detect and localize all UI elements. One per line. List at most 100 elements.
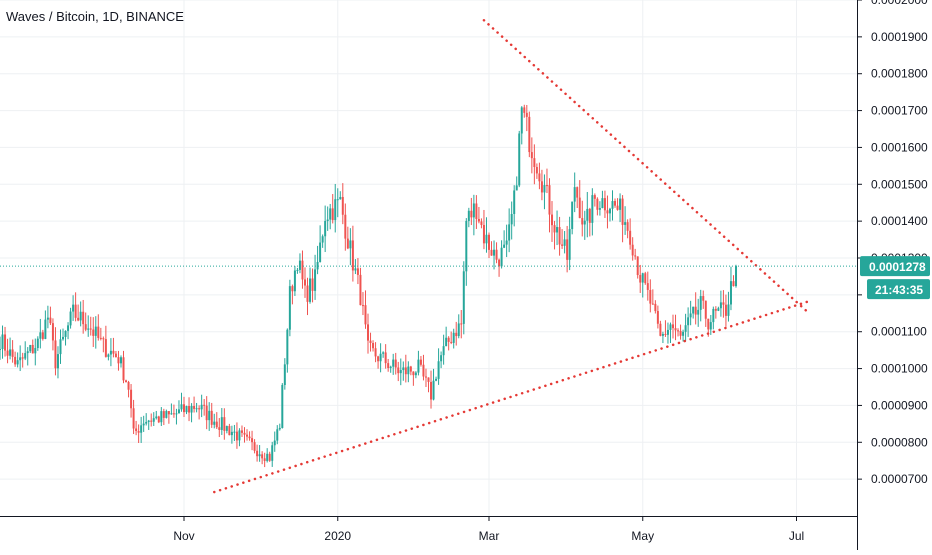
candle (480, 218, 483, 229)
candle-body (669, 324, 672, 330)
candle (430, 370, 433, 409)
candle (24, 341, 27, 361)
candle (538, 162, 541, 190)
candle-body (614, 201, 617, 206)
candle (712, 306, 715, 330)
candle (97, 314, 100, 341)
candle (503, 230, 506, 249)
candle (465, 218, 468, 286)
candle-body (593, 195, 596, 199)
candle (69, 307, 72, 329)
candle (165, 409, 168, 419)
candle-body (172, 413, 175, 415)
candle (611, 190, 614, 221)
candle-body (435, 378, 438, 381)
candle-body (424, 376, 427, 378)
candle (0, 336, 1, 360)
candle-body (215, 421, 218, 428)
candle-body (195, 408, 198, 410)
candle (92, 317, 95, 347)
candle-body (266, 453, 269, 461)
candle (608, 207, 611, 222)
candle-body (409, 366, 412, 372)
symbol-title: Waves / Bitcoin, 1D, BINANCE (6, 9, 184, 24)
candle-body (0, 349, 1, 351)
candle (692, 306, 695, 319)
candle (699, 289, 702, 322)
candle-body (477, 218, 480, 222)
candle-body (293, 270, 296, 292)
candle (551, 201, 554, 242)
candle (515, 176, 518, 191)
candle-body (162, 411, 165, 418)
candle-body (218, 427, 221, 430)
y-tick-label: 0.0001500 (871, 177, 928, 191)
candle-body (119, 357, 122, 364)
candle (561, 229, 564, 249)
candle (291, 284, 294, 305)
candle (361, 292, 364, 316)
candle (253, 439, 256, 454)
candle-body (616, 205, 619, 210)
candle (11, 340, 14, 363)
candle (188, 397, 191, 422)
candle-body (177, 409, 180, 414)
candle-body (69, 311, 72, 326)
candle-body (679, 330, 682, 336)
candle (682, 329, 685, 342)
candle (586, 191, 589, 238)
candle-body (51, 323, 54, 341)
candle-body (190, 406, 193, 413)
candle (450, 331, 453, 345)
candle (1, 325, 4, 359)
candle-body (465, 220, 468, 272)
candle-body (397, 367, 400, 374)
candle (72, 295, 75, 321)
candle (392, 353, 395, 375)
candle-body (636, 256, 639, 276)
candle-body (4, 334, 7, 351)
candle-body (467, 210, 470, 221)
candle-body (240, 430, 243, 433)
candle (432, 368, 435, 401)
candle (727, 291, 730, 322)
y-tick-label: 0.0001700 (871, 104, 928, 118)
candle-body (200, 404, 203, 410)
y-tick-label: 0.0000900 (871, 398, 928, 412)
candle (107, 353, 110, 361)
candle-body (334, 199, 337, 221)
candle (460, 309, 463, 339)
candle-body (503, 244, 506, 248)
candle (54, 327, 57, 376)
candle (666, 322, 669, 344)
candle (109, 338, 112, 367)
candle-body (256, 450, 259, 457)
candle-body (389, 366, 392, 369)
candle (364, 290, 367, 329)
y-tick-label: 0.0001000 (871, 362, 928, 376)
candle-body (500, 247, 503, 267)
candle (132, 399, 135, 435)
candle (472, 194, 475, 236)
candle-body (684, 325, 687, 332)
candle-body (361, 305, 364, 307)
candle (694, 292, 697, 325)
candle (321, 234, 324, 248)
candle (687, 307, 690, 337)
candle (147, 419, 150, 430)
candle-body (19, 357, 22, 361)
candle-body (644, 273, 647, 284)
time-axis-area (0, 516, 857, 550)
candle-body (440, 355, 443, 362)
candle (422, 354, 425, 381)
candle (193, 396, 196, 413)
candle (89, 316, 92, 336)
candle (664, 320, 667, 337)
candle-body (356, 268, 359, 275)
candle-body (331, 208, 334, 221)
candle (654, 300, 657, 314)
candle-body (596, 198, 599, 210)
y-tick-label: 0.0000800 (871, 435, 928, 449)
